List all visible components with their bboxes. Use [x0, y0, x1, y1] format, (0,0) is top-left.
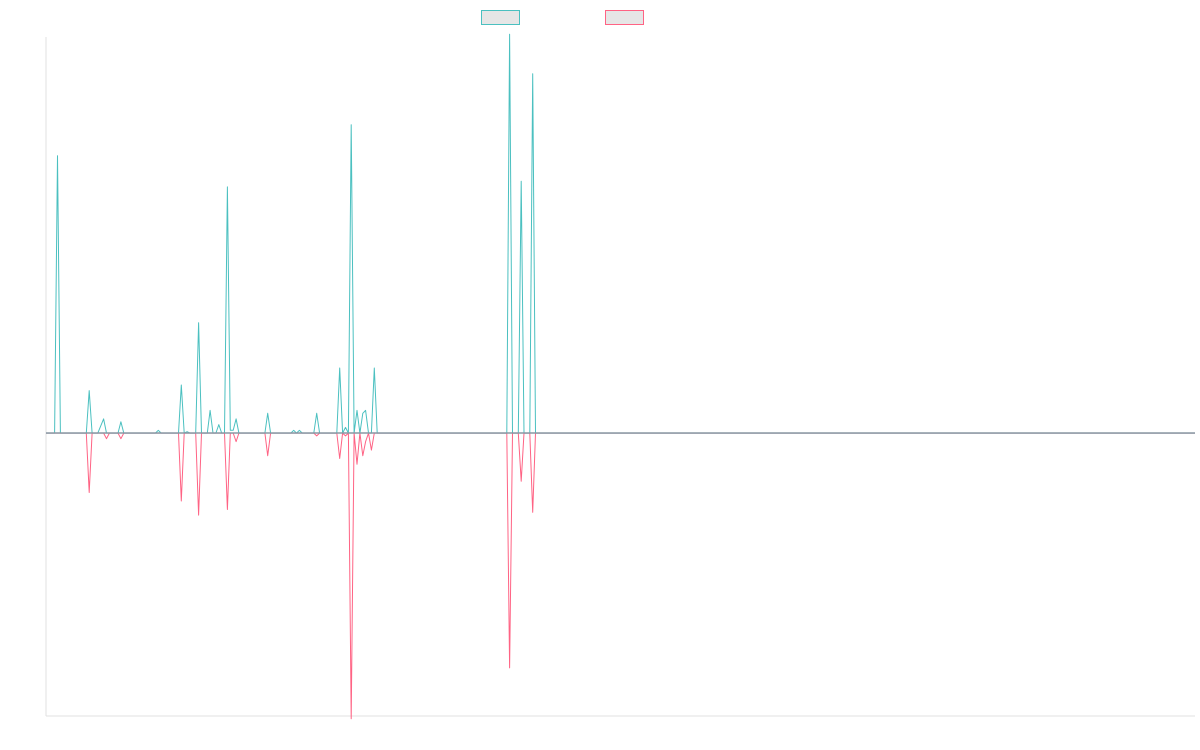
series-line-2	[46, 432, 1195, 720]
series-layer	[46, 33, 1195, 720]
series-line-1	[46, 33, 1195, 434]
legend-swatch-2[interactable]	[605, 10, 644, 25]
legend-swatch-1[interactable]	[481, 10, 520, 25]
